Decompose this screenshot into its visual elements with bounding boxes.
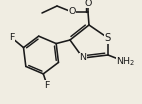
Text: O: O [84,0,92,7]
Text: N: N [80,53,86,63]
Text: F: F [44,80,50,90]
Text: F: F [9,33,15,43]
Text: S: S [105,33,111,43]
Text: NH$_2$: NH$_2$ [116,56,136,68]
Text: O: O [68,7,76,17]
